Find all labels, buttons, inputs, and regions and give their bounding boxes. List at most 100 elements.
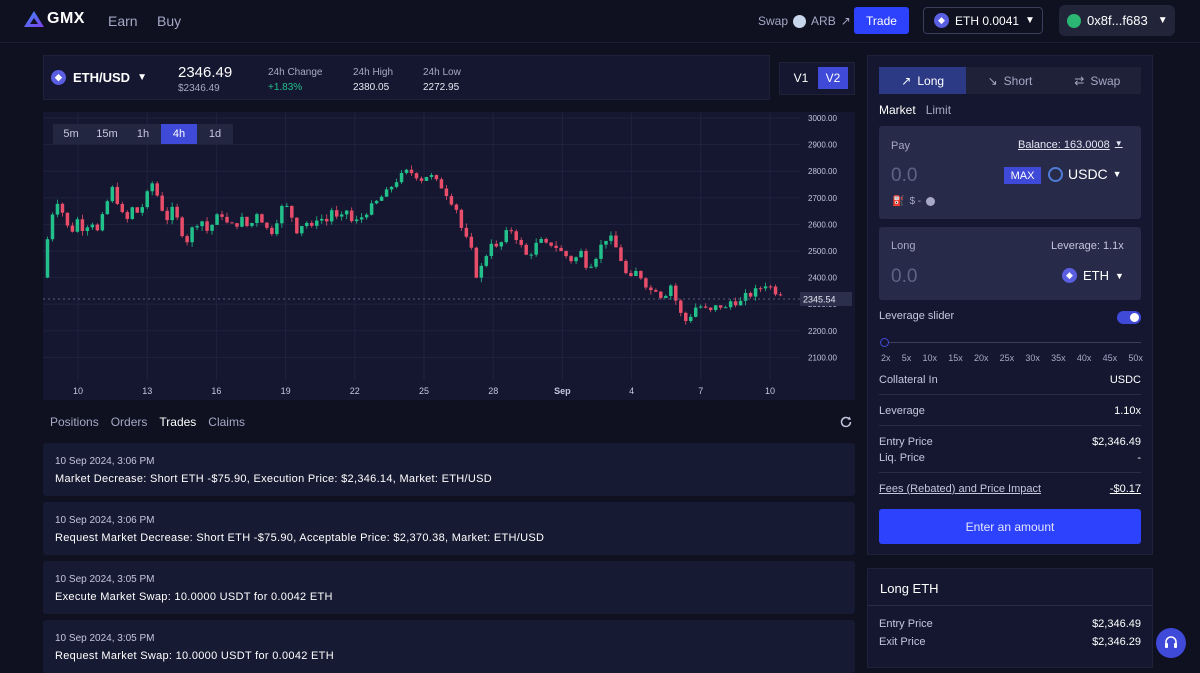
leverage-mark[interactable]: 50x [1128, 353, 1143, 363]
tab-long[interactable]: ↗ Long [879, 67, 967, 94]
candle-body [549, 242, 553, 246]
refresh-icon[interactable] [839, 415, 853, 429]
leverage-mark[interactable]: 15x [948, 353, 963, 363]
timeframe-1d[interactable]: 1d [208, 128, 222, 140]
leverage-mark[interactable]: 35x [1051, 353, 1066, 363]
pair-selector[interactable]: ◆ ETH/USD ▼ [51, 70, 147, 85]
candle-body [733, 301, 738, 306]
pay-amount-input[interactable]: 0.0 [891, 165, 918, 186]
version-v1-button[interactable]: V1 [793, 71, 809, 85]
candle-body [140, 207, 144, 213]
leverage-slider-label: Leverage slider [879, 310, 955, 322]
pay-token-selector[interactable]: USDC ▼ [1048, 166, 1122, 182]
current-price-tag-bg [800, 292, 852, 306]
trade-item[interactable]: 10 Sep 2024, 3:06 PM Request Market Decr… [43, 502, 855, 555]
leverage-hint: Leverage: 1.1x [1051, 240, 1124, 252]
trade-button[interactable]: Trade [854, 7, 909, 34]
order-type-market[interactable]: Market [879, 103, 916, 117]
candle-body [539, 239, 543, 243]
leverage-slider-handle[interactable] [880, 338, 889, 347]
tab-claims[interactable]: Claims [208, 415, 245, 429]
y-tick-label: 3000.00 [808, 114, 837, 123]
candle-body [145, 191, 149, 208]
support-chat-button[interactable] [1156, 628, 1186, 658]
gmx-logo[interactable]: GMX [24, 10, 85, 28]
long-info-entry-price: Entry Price $2,346.49 [879, 618, 1141, 630]
fee-hint: $ - [909, 196, 922, 207]
leverage-mark[interactable]: 2x [881, 353, 891, 363]
version-v2-button[interactable]: V2 [818, 67, 848, 89]
candle-body [439, 179, 444, 189]
balance-selector[interactable]: Balance: 163.0008 ▼ [1018, 139, 1123, 151]
long-amount-input[interactable]: 0.0 [891, 266, 918, 287]
candle-body [484, 256, 489, 266]
divider [879, 394, 1141, 395]
pair-label: ETH/USD [73, 70, 131, 85]
leverage-mark[interactable]: 25x [999, 353, 1015, 363]
headset-icon [1165, 636, 1177, 648]
order-type-limit[interactable]: Limit [925, 103, 952, 117]
candle-body [175, 206, 179, 218]
swap-arb-link[interactable]: Swap ARB ↗ [758, 14, 851, 28]
timeframe-15m[interactable]: 15m [96, 128, 118, 140]
long-token-selector[interactable]: ◆ ETH ▼ [1062, 268, 1124, 283]
pay-token: USDC [1068, 166, 1108, 182]
timeframe-bar: 5m 15m 1h 4h 1d [53, 124, 233, 144]
leverage-slider-toggle[interactable] [1117, 311, 1141, 324]
account-button[interactable]: 0x8f...f683 ▼ [1059, 5, 1175, 36]
tab-trades[interactable]: Trades [159, 415, 197, 429]
timeframe-4h[interactable]: 4h [161, 124, 197, 144]
stat-value: +1.83% [268, 82, 303, 93]
candlestick-chart[interactable]: 3000.00 2900.00 2800.00 2700.00 2600.00 2500.… [43, 112, 855, 400]
row-value: $2,346.49 [1092, 436, 1141, 448]
tab-positions[interactable]: Positions [50, 415, 99, 429]
candle-body [125, 212, 130, 219]
trade-item[interactable]: 10 Sep 2024, 3:06 PM Market Decrease: Sh… [43, 443, 855, 496]
trade-time: 10 Sep 2024, 3:05 PM [55, 633, 155, 644]
candle-body [579, 250, 583, 258]
trade-item[interactable]: 10 Sep 2024, 3:05 PM Execute Market Swap… [43, 561, 855, 614]
candle-body [215, 214, 219, 225]
enter-amount-button[interactable]: Enter an amount [879, 509, 1141, 544]
candle-body [529, 254, 533, 256]
candle-body [434, 175, 439, 180]
candle-body [384, 189, 389, 197]
x-tick-label: 16 [211, 386, 221, 396]
timeframe-1h[interactable]: 1h [136, 128, 150, 140]
trade-item[interactable]: 10 Sep 2024, 3:05 PM Request Market Swap… [43, 620, 855, 673]
leverage-mark[interactable]: 40x [1076, 353, 1092, 363]
current-price-tag: 2345.54 [803, 295, 836, 305]
info-icon [926, 197, 936, 206]
stat-label: 24h Low [423, 67, 461, 78]
leverage-mark[interactable]: 5x [901, 353, 912, 363]
stat-24h-change: 24h Change +1.83% [268, 67, 323, 93]
y-tick-label: 2900.00 [808, 141, 837, 150]
nav-buy[interactable]: Buy [157, 13, 182, 29]
trend-up-icon: ↗ [901, 73, 912, 88]
price-chart-area[interactable] [43, 112, 855, 400]
long-info-card [867, 568, 1153, 668]
timeframe-5m[interactable]: 5m [63, 128, 79, 140]
candle-body [185, 236, 189, 243]
leverage-mark[interactable]: 20x [973, 353, 989, 363]
tab-orders[interactable]: Orders [110, 415, 148, 429]
candle-body [240, 216, 244, 227]
y-tick-label: 2600.00 [808, 220, 837, 229]
network-eth-button[interactable]: ◆ ETH 0.0041 ▼ [923, 7, 1043, 34]
leverage-mark[interactable]: 10x [922, 353, 937, 363]
wallet-avatar-icon [1067, 13, 1081, 28]
candle-body [255, 214, 259, 224]
candle-body [110, 186, 115, 202]
stat-24h-low: 24h Low 2272.95 [423, 67, 461, 93]
leverage-slider-track[interactable] [884, 342, 1141, 343]
nav-earn[interactable]: Earn [108, 13, 138, 29]
tab-short[interactable]: ↘ Short [966, 67, 1053, 94]
chevron-down-icon: ▼ [1157, 15, 1168, 26]
candle-body [150, 183, 154, 192]
leverage-mark[interactable]: 30x [1025, 353, 1040, 363]
info-row-fees[interactable]: Fees (Rebated) and Price Impact -$0.17 [879, 483, 1141, 495]
candle-body [75, 219, 80, 232]
max-button[interactable]: MAX [1004, 167, 1041, 184]
leverage-mark[interactable]: 45x [1102, 353, 1118, 363]
tab-swap[interactable]: ⇄ Swap [1054, 67, 1141, 94]
